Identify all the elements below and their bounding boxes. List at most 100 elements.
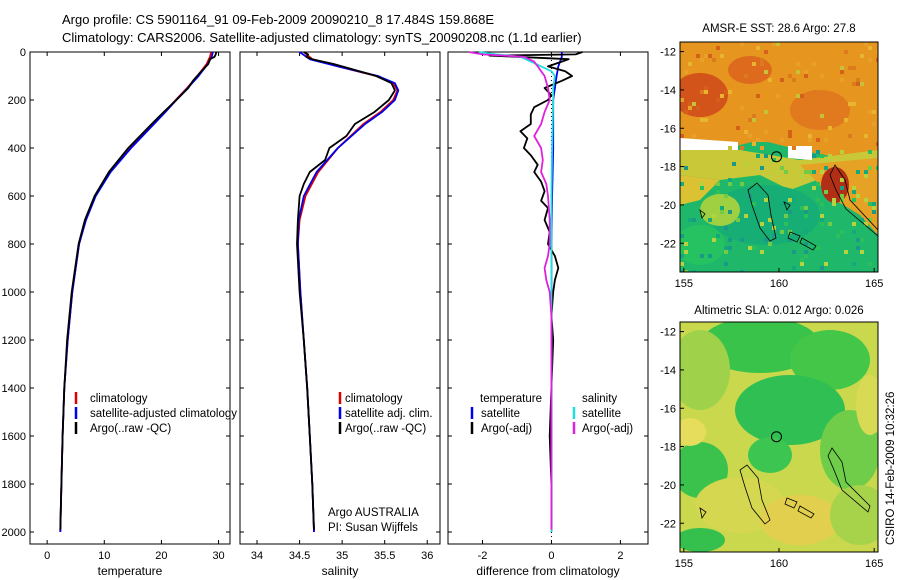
sst-pixel: [684, 270, 688, 272]
sst-pixel: [704, 90, 708, 94]
sla-map-axes: 155 160 165 -12 -14 -16 -18 -20 -22: [660, 327, 883, 570]
difference-depth-ticks: [448, 51, 648, 533]
legend-label-argo: Argo(..raw -QC): [345, 423, 426, 435]
sst-pixel: [760, 62, 764, 66]
x-tick-label: 10: [98, 550, 110, 562]
difference-panel: -2 0 2 difference from climatology tempera…: [447, 51, 649, 578]
sst-pixel: [868, 46, 872, 50]
sst-pixel: [820, 170, 824, 174]
depth-tick-label: 200: [8, 95, 26, 107]
sst-pixel: [728, 182, 732, 186]
sst-pixel: [772, 234, 776, 238]
sst-pixel: [868, 218, 872, 222]
salinity-lines: [296, 51, 400, 533]
series-line-climatology: [59, 51, 212, 533]
sst-pixel: [804, 242, 808, 246]
sst-pixel: [788, 238, 792, 242]
sst-pixel: [740, 238, 744, 242]
sst-pixel: [840, 198, 844, 202]
x-tick-label: 0: [44, 550, 50, 562]
lat-tick-label: -20: [660, 480, 676, 492]
difference-lines: [468, 51, 583, 544]
sst-pixel: [848, 134, 852, 138]
sst-pixel: [748, 118, 752, 122]
lat-tick-label: -20: [660, 200, 676, 212]
sla-map-title: Altimetric SLA: 0.012 Argo: 0.026: [694, 305, 863, 317]
sst-pixel: [860, 250, 864, 254]
x-tick-label: 34.5: [289, 550, 310, 562]
sst-pixel: [776, 42, 780, 46]
sst-pixel: [780, 166, 784, 170]
temperature-xlabel: temperature: [98, 564, 163, 578]
series-line-satellite-adjusted-climatology: [59, 51, 214, 533]
sst-pixel: [680, 182, 684, 186]
sst-pixel: [704, 118, 708, 122]
sst-pixel: [852, 198, 856, 202]
sst-pixel: [824, 166, 828, 170]
sst-pixel: [840, 150, 844, 154]
sla-map-panel: Altimetric SLA: 0.012 Argo: 0.026: [660, 305, 883, 570]
sst-pixel: [784, 170, 788, 174]
depth-tick-label: 2000: [2, 527, 26, 539]
sst-pixel: [864, 222, 868, 226]
sst-pixel: [708, 254, 712, 258]
sst-pixel: [840, 178, 844, 182]
sst-pixel: [724, 250, 728, 254]
sst-pixel: [700, 182, 704, 186]
sst-pixel: [876, 166, 878, 170]
depth-tick-label: 1200: [2, 335, 26, 347]
sst-pixel: [712, 214, 716, 218]
sst-pixel: [828, 222, 832, 226]
sst-pixel: [804, 214, 808, 218]
sst-pixel: [752, 114, 756, 118]
sst-pixel: [864, 174, 868, 178]
sst-pixel: [716, 98, 720, 102]
lat-tick-label: -14: [660, 365, 676, 377]
sst-pixel: [776, 170, 780, 174]
x-tick-label: 36: [421, 550, 433, 562]
sst-pixel: [712, 58, 716, 62]
sst-pixel: [812, 90, 816, 94]
sst-pixel: [868, 202, 872, 206]
series-line-salinity-satellite: [478, 51, 556, 532]
sst-pixel: [840, 230, 844, 234]
sst-pixel: [788, 74, 792, 78]
sst-pixel: [856, 194, 860, 198]
sst-pixel: [792, 146, 796, 150]
sst-pixel: [692, 134, 696, 138]
sst-pixel: [684, 70, 688, 74]
lat-tick-label: -14: [660, 85, 676, 97]
sst-pixel: [796, 70, 800, 74]
legend-label-climatology: climatology: [345, 393, 403, 405]
sst-pixel: [728, 90, 732, 94]
difference-legend: temperature salinity satellite Argo(-adj…: [470, 393, 633, 435]
lon-tick-label: 165: [865, 278, 883, 290]
sst-pixel: [680, 270, 684, 272]
sst-pixel: [688, 102, 692, 106]
sst-pixel: [744, 162, 748, 166]
sst-pixel: [800, 258, 804, 262]
depth-tick-label: 1800: [2, 479, 26, 491]
sst-pixel: [768, 174, 772, 178]
sst-pixel: [856, 82, 860, 86]
sst-pixel: [736, 126, 740, 130]
sst-pixel: [692, 270, 696, 272]
sst-pixel: [704, 54, 708, 58]
x-tick-label: 2: [617, 550, 623, 562]
figure-title-line2: Climatology: CARS2006. Satellite-adjuste…: [62, 30, 582, 45]
sst-pixel: [704, 86, 708, 90]
sst-pixel: [792, 198, 796, 202]
x-tick-label: 30: [212, 550, 224, 562]
lat-tick-label: -16: [660, 403, 676, 415]
sst-pixel: [680, 234, 684, 238]
sst-pixel: [824, 158, 828, 162]
sst-pixel: [756, 154, 760, 158]
sst-pixel-speckle: [680, 42, 878, 272]
sst-pixel: [852, 262, 856, 266]
sst-pixel: [700, 58, 704, 62]
sst-pixel: [820, 266, 824, 270]
sst-pixel: [860, 54, 864, 58]
sst-pixel: [744, 214, 748, 218]
